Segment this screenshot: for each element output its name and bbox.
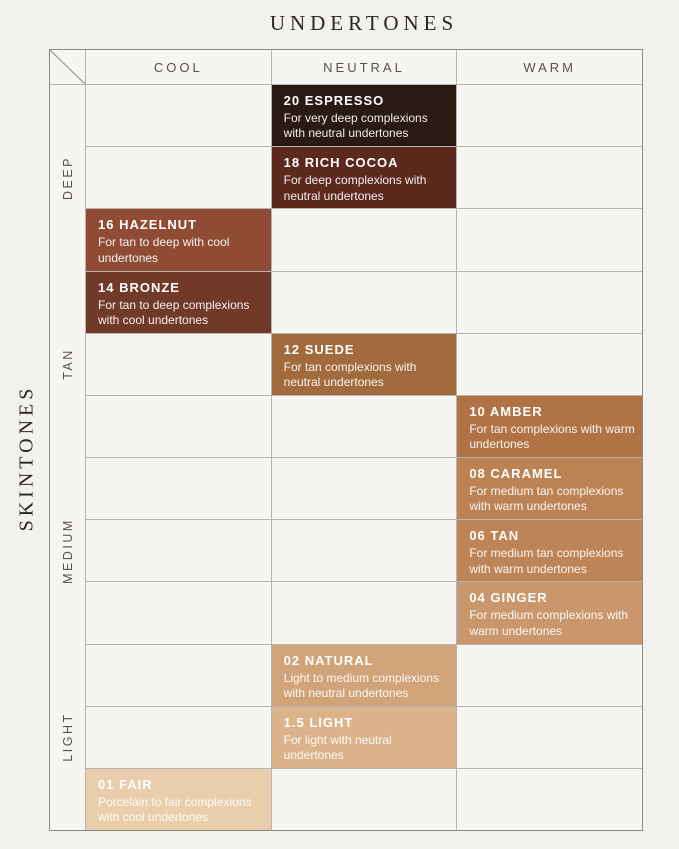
shade-description: For medium tan complexions with warm und… [469, 484, 624, 514]
row-group-label-light: LIGHT [60, 712, 75, 762]
empty-cell [271, 582, 457, 644]
chart-title: UNDERTONES [269, 11, 459, 35]
empty-cell [457, 271, 642, 333]
skintones-axis-label: SKINTONES [15, 384, 38, 532]
empty-cell [457, 209, 642, 271]
shade-matrix-grid: COOL NEUTRAL WARM DEEP TAN MEDIUM LIGHT 20 ESPR… [49, 49, 643, 831]
shade-name: 08 CARAMEL [469, 466, 563, 481]
row-group-label-tan: TAN [60, 348, 75, 381]
shade-description: For medium tan complexions with warm und… [469, 546, 624, 576]
empty-cell [271, 209, 457, 271]
shade-description: For tan complexions with warm undertones [469, 421, 635, 452]
empty-cell [86, 395, 271, 457]
empty-cell [271, 395, 457, 457]
empty-cell [86, 147, 271, 209]
shade-name: 01 FAIR [98, 776, 153, 792]
shade-name: 20 ESPRESSO [283, 93, 385, 108]
empty-cell [457, 644, 642, 706]
row-group-label-column: DEEP TAN MEDIUM LIGHT [50, 85, 85, 830]
empty-cell [457, 85, 642, 147]
empty-cell [86, 520, 271, 582]
shade-name: 1.5 LIGHT [283, 714, 354, 730]
empty-cell [271, 520, 457, 582]
empty-cell [86, 706, 271, 768]
column-header-neutral: NEUTRAL [271, 50, 457, 84]
empty-cell [271, 458, 457, 520]
empty-cell [457, 333, 642, 395]
shade-cell-12-suede: 12 SUEDE For tan complexions with neutral… [271, 333, 457, 395]
shade-description: For tan complexions with neutral underto… [283, 359, 417, 390]
empty-cell [86, 644, 271, 706]
shade-description: Porcelain to fair complexions with cool … [98, 794, 252, 825]
shade-cell-10-amber: 10 AMBER For tan complexions with warm un… [457, 395, 642, 457]
column-header-warm: WARM [457, 50, 642, 84]
shade-name: 04 GINGER [469, 590, 548, 606]
row-group-label-deep: DEEP [60, 156, 75, 201]
shade-description: For medium complexions with warm underto… [469, 608, 629, 638]
shade-description: For tan to deep with cool undertones [98, 235, 230, 265]
shade-cell-1-5-light: 1.5 LIGHT For light with neutral underton… [271, 706, 457, 768]
shade-name: 12 SUEDE [283, 341, 355, 357]
empty-cell [86, 458, 271, 520]
shade-name: 16 HAZELNUT [98, 217, 198, 233]
shade-cell-06-tan: 06 TAN For medium tan complexions with wa… [457, 520, 642, 582]
corner-cell [50, 50, 85, 84]
shade-description: For light with neutral undertones [283, 732, 392, 763]
empty-cell [457, 706, 642, 768]
shade-description: For deep complexions with neutral undert… [283, 173, 427, 203]
shade-name: 02 NATURAL [283, 652, 374, 668]
shade-description: For tan to deep complexions with cool un… [98, 297, 250, 327]
shade-cell-16-hazelnut: 16 HAZELNUT For tan to deep with cool und… [86, 209, 271, 271]
row-group-label-medium: MEDIUM [60, 517, 75, 584]
shade-cell-02-natural: 02 NATURAL Light to medium complexions wi… [271, 644, 457, 706]
empty-cell [86, 582, 271, 644]
diagonal-line [50, 50, 85, 84]
empty-cell [86, 85, 271, 147]
empty-cell [457, 147, 642, 209]
shade-cell-01-fair: 01 FAIR Porcelain to fair complexions wit… [86, 768, 271, 830]
shade-name: 10 AMBER [469, 403, 543, 419]
shade-cell-20-espresso: 20 ESPRESSO For very deep complexions wit… [271, 85, 457, 147]
shade-cell-18-rich-cocoa: 18 RICH COCOA For deep complexions with n… [271, 147, 457, 209]
shade-cell-08-caramel: 08 CARAMEL For medium tan complexions wit… [457, 458, 642, 520]
shade-cell-14-bronze: 14 BRONZE For tan to deep complexions wit… [86, 271, 271, 333]
column-header-cool: COOL [86, 50, 271, 84]
shade-cell-04-ginger: 04 GINGER For medium complexions with war… [457, 582, 642, 644]
empty-cell [271, 768, 457, 830]
empty-cell [271, 271, 457, 333]
shade-name: 14 BRONZE [98, 279, 180, 295]
empty-cell [86, 333, 271, 395]
shade-description: For very deep complexions with neutral u… [283, 111, 428, 141]
empty-cell [457, 768, 642, 830]
shade-name: 06 TAN [469, 528, 520, 544]
shade-name: 18 RICH COCOA [283, 155, 399, 171]
shade-description: Light to medium complexions with neutral… [283, 670, 440, 700]
